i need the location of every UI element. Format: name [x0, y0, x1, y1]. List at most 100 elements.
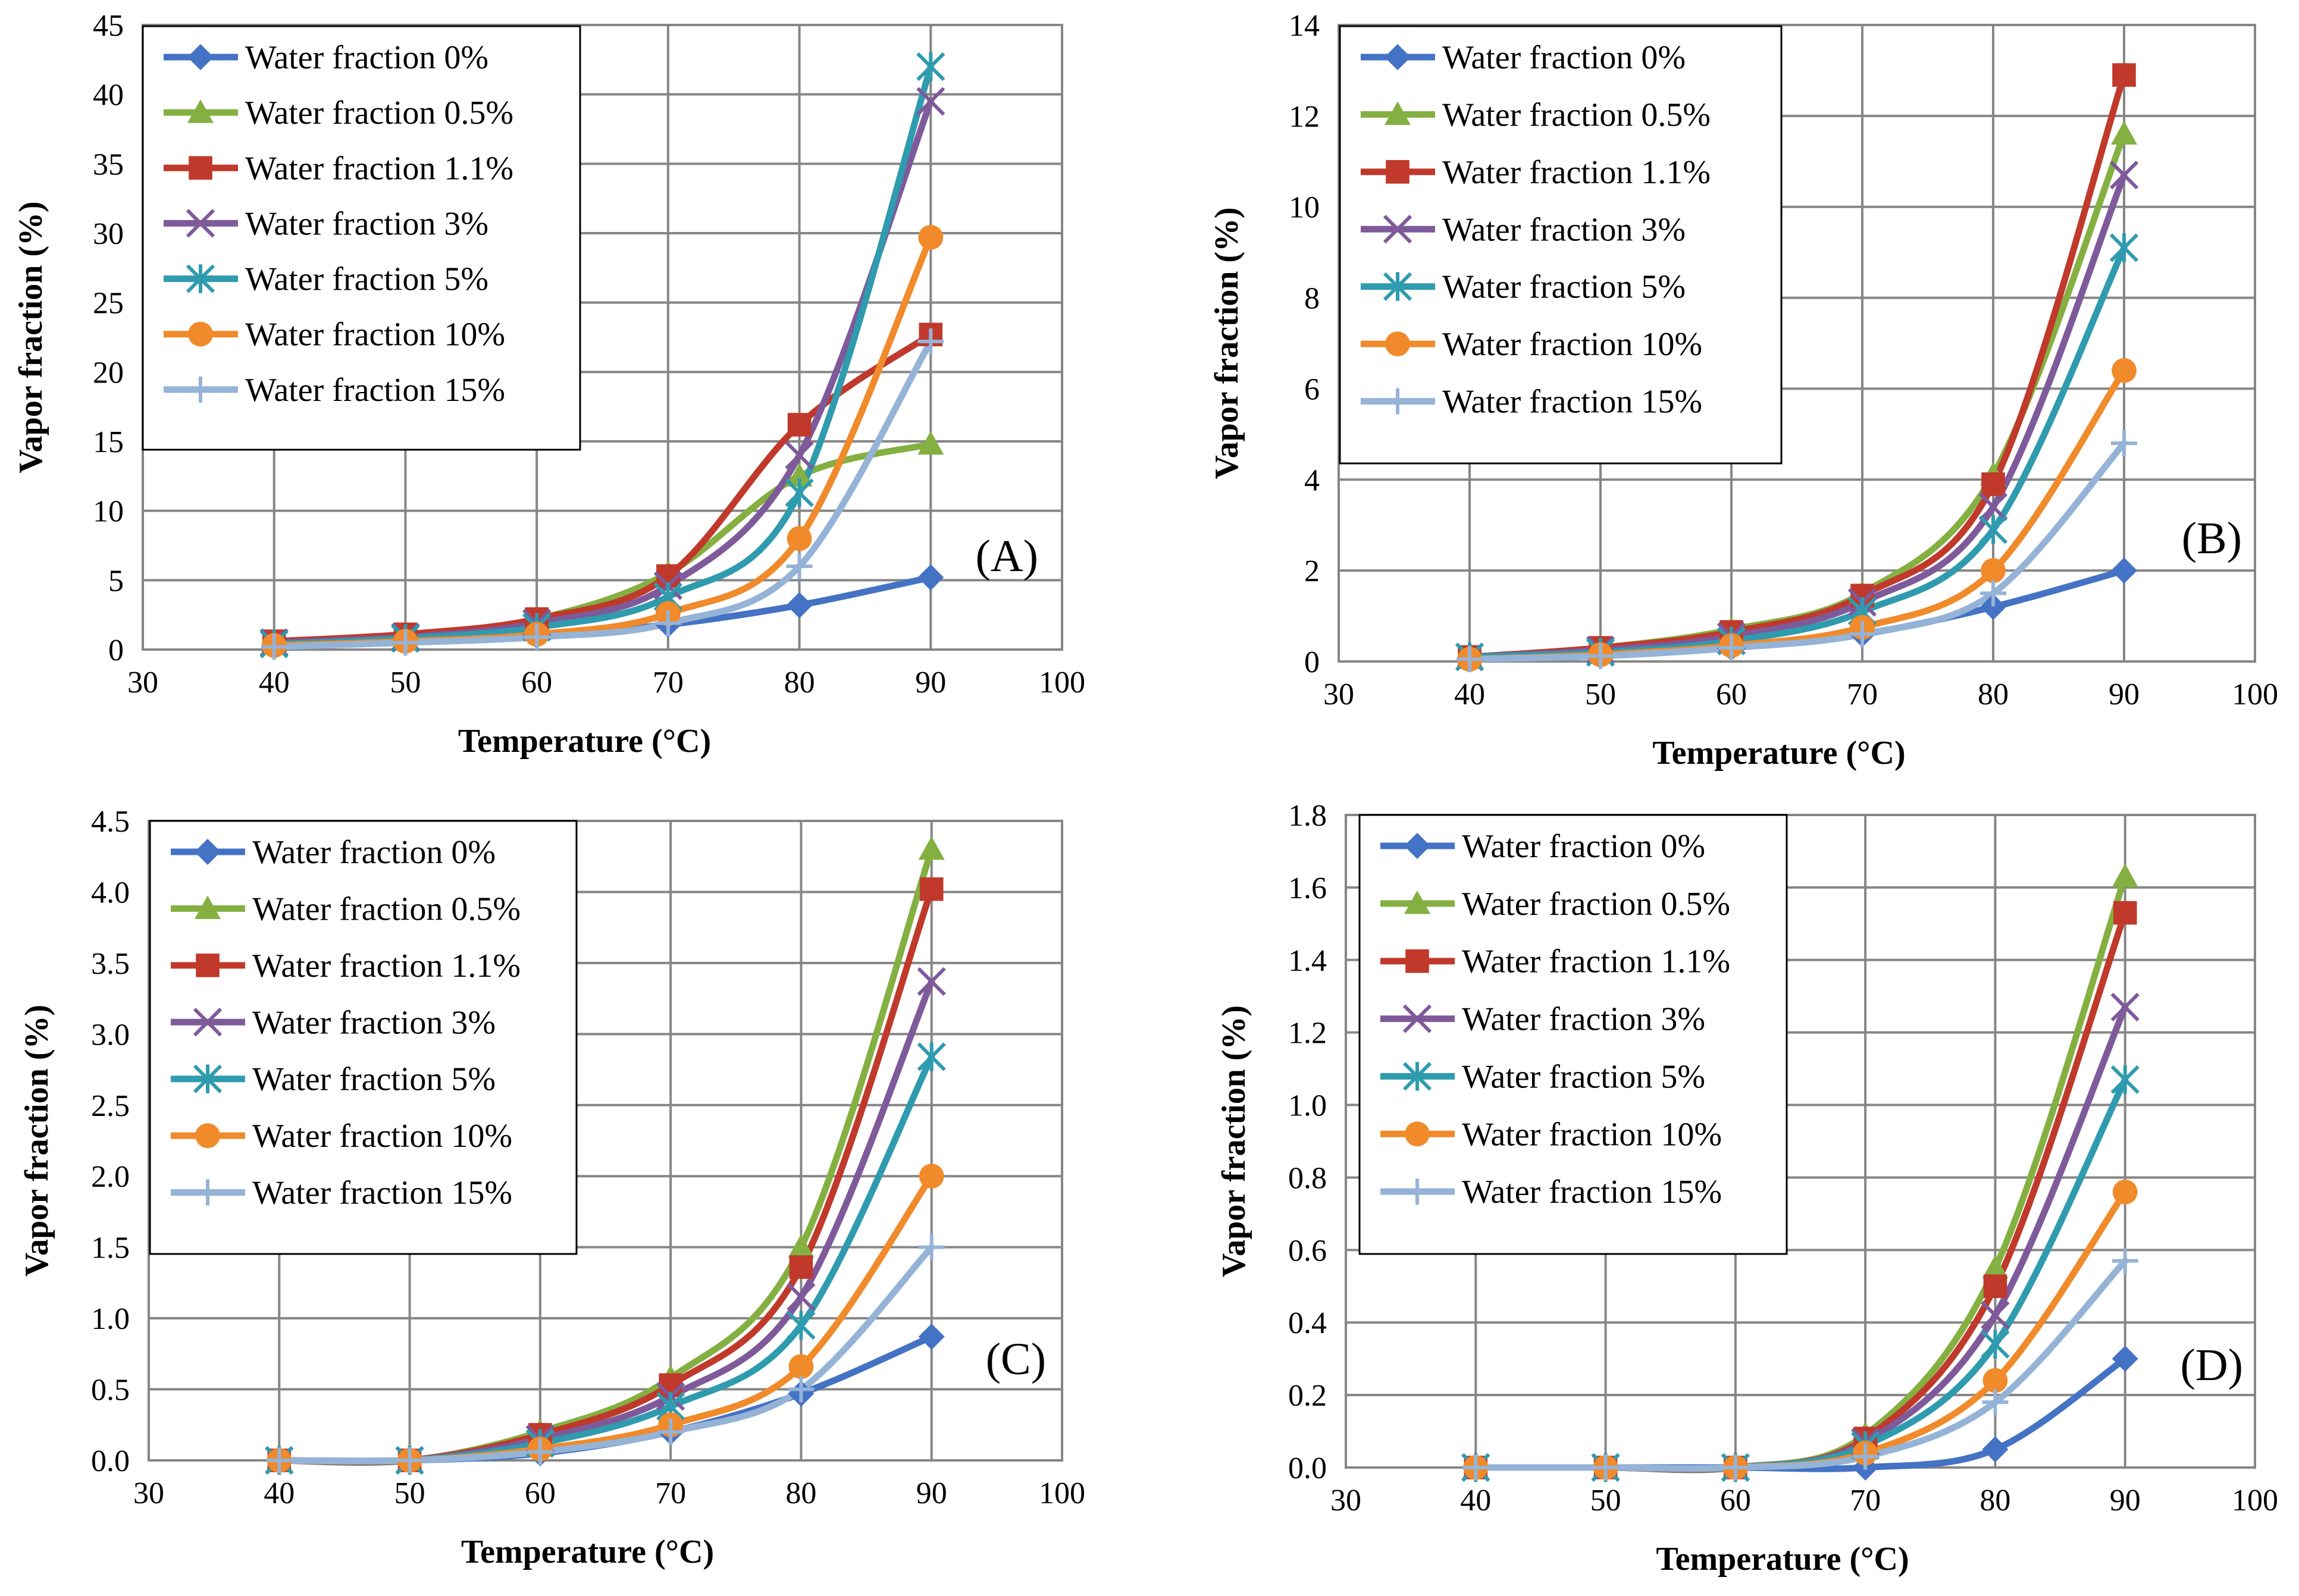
x-tick-label: 30 [1323, 678, 1354, 711]
y-tick-label: 6 [1304, 372, 1320, 406]
data-point [1718, 635, 1744, 661]
legend-marker [1385, 101, 1411, 126]
data-point [396, 1447, 423, 1473]
x-tick-label: 30 [133, 1476, 164, 1510]
x-tick-label: 50 [1590, 1484, 1621, 1517]
panel-1: 30 40 50 60 70 80 90 100 0 5 10 15 20 25 30 35 40 45 Tempe… [12, 9, 1085, 760]
x-tick-label: 50 [1585, 678, 1616, 711]
data-point [1978, 515, 2008, 544]
x-tick-label: 80 [1979, 1484, 2010, 1517]
legend-label: Water fraction 5% [252, 1061, 496, 1098]
x-tick-label: 40 [259, 666, 290, 700]
x-tick-label: 50 [390, 666, 421, 700]
y-tick-label: 0.4 [1288, 1306, 1327, 1340]
y-tick-label: 1.4 [1288, 944, 1327, 978]
y-tick-label: 30 [93, 217, 124, 251]
panel-label: (A) [975, 531, 1038, 581]
data-point [787, 413, 812, 437]
data-point [1592, 1454, 1619, 1481]
data-point [392, 629, 419, 656]
data-point [788, 1234, 815, 1258]
data-point [524, 624, 550, 650]
data-point [2112, 1179, 2138, 1205]
data-point [1982, 1436, 2009, 1463]
legend-label: Water fraction 3% [1442, 211, 1686, 248]
data-point [785, 478, 814, 507]
legend-marker [195, 1123, 220, 1149]
legend-marker [1385, 388, 1411, 415]
x-tick-label: 70 [653, 666, 684, 700]
x-tick-label: 60 [521, 666, 552, 700]
data-point [786, 592, 813, 619]
y-tick-label: 0.0 [1288, 1451, 1327, 1485]
y-tick-label: 1.2 [1288, 1017, 1327, 1051]
y-tick-label: 1.0 [1288, 1089, 1327, 1123]
legend-marker [187, 99, 214, 123]
legend-marker [195, 1179, 221, 1206]
y-axis-title: Vapor fraction (%) [1208, 207, 1245, 479]
legend-label: Water fraction 0.5% [1442, 96, 1711, 133]
x-tick-label: 90 [916, 1476, 947, 1510]
data-point [917, 328, 944, 355]
data-point [1852, 1443, 1879, 1470]
y-tick-label: 0.8 [1288, 1161, 1327, 1195]
y-tick-label: 0.0 [91, 1444, 130, 1478]
data-point [2110, 1065, 2140, 1095]
legend-label: Water fraction 1.1% [252, 948, 521, 984]
legend-label: Water fraction 0% [245, 39, 488, 76]
legend-marker [1386, 160, 1410, 184]
y-tick-label: 10 [1289, 191, 1320, 225]
data-point [789, 1255, 813, 1279]
legend-marker [193, 1064, 223, 1093]
data-point [918, 225, 944, 250]
data-point [2110, 992, 2140, 1022]
y-tick-label: 1.6 [1288, 871, 1327, 905]
data-point [917, 564, 944, 591]
panel-3: 30 40 50 60 70 80 90 100 0.0 0.5 1.0 1.5 2.0 2.5 3.0 3.… [18, 805, 1085, 1570]
legend-label: Water fraction 10% [252, 1118, 512, 1155]
legend-marker [1404, 833, 1430, 859]
data-point [919, 877, 944, 901]
data-point [785, 441, 814, 470]
y-tick-label: 1.0 [91, 1302, 130, 1336]
x-tick-label: 90 [2109, 678, 2140, 711]
x-tick-label: 70 [1847, 678, 1878, 711]
legend-label: Water fraction 0% [1462, 828, 1705, 865]
panel-label: (C) [986, 1334, 1046, 1384]
y-tick-label: 0.5 [91, 1374, 130, 1407]
legend-label: Water fraction 1.1% [245, 150, 513, 187]
y-axis-title: Vapor fraction (%) [12, 201, 49, 473]
legend-marker [186, 264, 215, 293]
plot-frame [1338, 24, 2256, 663]
legend-marker [1385, 44, 1411, 70]
legend-marker [1383, 215, 1412, 244]
y-tick-label: 4 [1304, 463, 1320, 497]
legend-label: Water fraction 1.1% [1442, 154, 1711, 191]
legend-label: Water fraction 5% [245, 261, 488, 298]
data-point [2112, 863, 2138, 888]
legend-label: Water fraction 15% [1462, 1174, 1722, 1211]
legend-label: Water fraction 10% [1442, 326, 1702, 363]
data-point [2111, 557, 2137, 584]
y-tick-label: 10 [93, 495, 124, 529]
data-point [786, 553, 813, 579]
data-point [918, 1324, 945, 1350]
data-point [786, 463, 813, 487]
y-tick-label: 15 [93, 425, 124, 459]
data-point [1462, 1454, 1489, 1481]
data-point [917, 1042, 946, 1071]
data-point [654, 610, 681, 636]
legend-marker [1385, 331, 1410, 357]
data-point [2112, 1346, 2138, 1372]
legend-label: Water fraction 0.5% [1462, 886, 1730, 923]
x-tick-label: 50 [394, 1476, 425, 1510]
data-point [787, 526, 812, 551]
legend-marker [1402, 1004, 1432, 1033]
legend-box [142, 25, 581, 451]
data-point [1981, 1300, 2010, 1330]
y-tick-label: 0 [108, 634, 124, 667]
y-tick-label: 25 [93, 287, 124, 321]
y-tick-label: 45 [93, 9, 124, 43]
y-tick-label: 4.0 [91, 876, 130, 910]
